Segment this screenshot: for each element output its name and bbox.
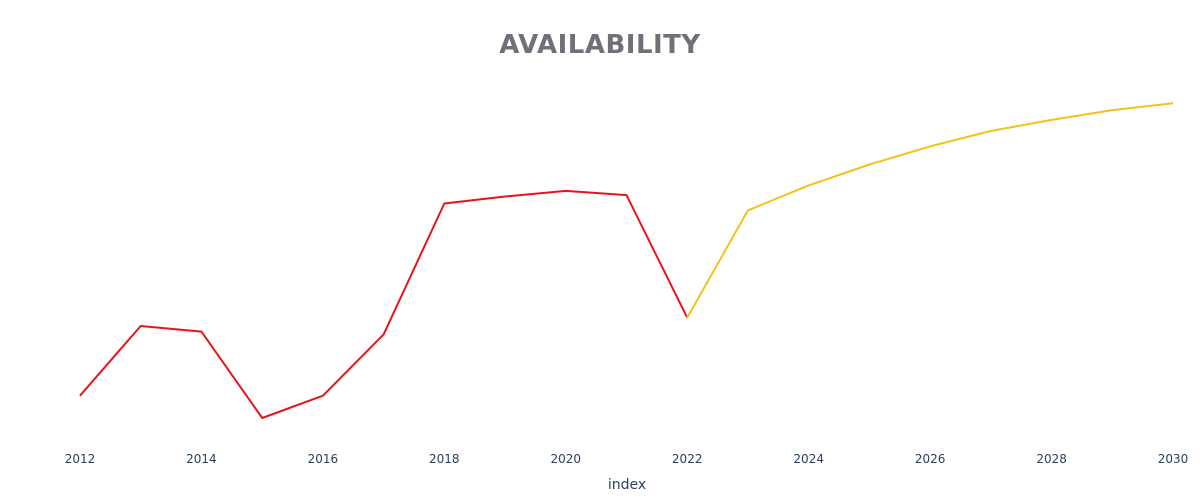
x-axis-title: index xyxy=(608,477,646,493)
series-line-1 xyxy=(686,102,1174,319)
x-tick-label: 2030 xyxy=(1158,452,1189,466)
x-tick-label: 2014 xyxy=(186,452,217,466)
x-tick-label: 2020 xyxy=(551,452,582,466)
x-tick-label: 2022 xyxy=(672,452,703,466)
x-axis-ticks: 2012 2014 2016 2018 2020 2022 2024 2026 2028 2030 xyxy=(65,452,1189,466)
chart-title: AVAILABILITY xyxy=(499,30,701,60)
x-tick-label: 2012 xyxy=(65,452,96,466)
x-tick-label: 2024 xyxy=(793,452,824,466)
series-layer xyxy=(79,102,1174,419)
x-tick-label: 2026 xyxy=(915,452,946,466)
series-line-0 xyxy=(79,189,689,419)
x-tick-label: 2028 xyxy=(1036,452,1067,466)
x-tick-label: 2016 xyxy=(308,452,339,466)
x-tick-label: 2018 xyxy=(429,452,460,466)
